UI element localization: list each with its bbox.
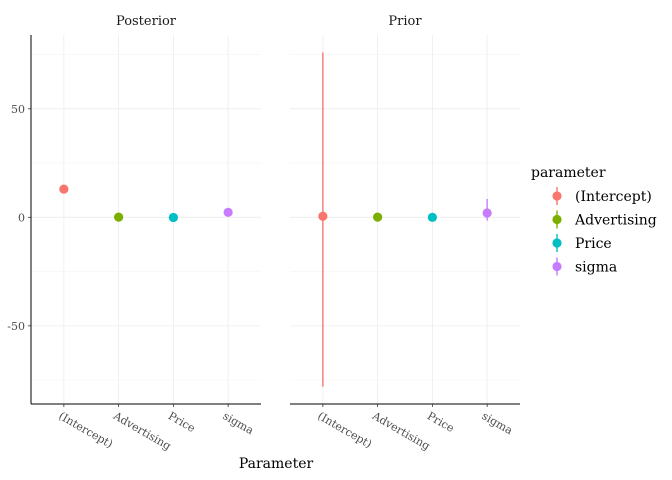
point-estimate <box>427 212 437 222</box>
legend-item: Price <box>552 234 612 252</box>
point-estimate <box>168 212 178 223</box>
point-estimate <box>373 212 383 222</box>
legend-item: (Intercept) <box>552 187 652 205</box>
legend-label: sigma <box>575 260 617 276</box>
legend-label: Price <box>575 236 612 252</box>
facet-panel-posterior: Posterior -50 0 50 (Intercept)AdvertisingPri… <box>7 14 261 453</box>
x-tick-label: Price <box>425 409 456 435</box>
x-tick-label: (Intercept) <box>56 409 115 450</box>
legend-label: (Intercept) <box>575 189 652 205</box>
legend-key-point <box>552 191 562 201</box>
x-tick-label: Advertising <box>110 409 173 453</box>
x-tick-label: sigma <box>480 409 516 437</box>
legend-items: (Intercept) Advertising Price sigma <box>552 187 657 276</box>
x-tick-label: Price <box>166 409 197 435</box>
point-estimate <box>223 207 233 217</box>
legend-key-point <box>552 214 562 225</box>
legend-key-point <box>552 238 562 248</box>
legend-item: Advertising <box>552 210 657 229</box>
x-axis-title: Parameter <box>239 456 314 472</box>
point-estimate <box>482 208 492 218</box>
legend-label: Advertising <box>574 213 657 229</box>
y-tick-label: 0 <box>18 211 25 224</box>
point-estimate <box>318 211 328 221</box>
x-tick-label: (Intercept) <box>315 409 374 450</box>
facet-panels: Posterior-50050(Intercept)AdvertisingPri… <box>7 14 520 453</box>
x-tick-label: Advertising <box>369 409 432 453</box>
point-estimate <box>114 212 124 222</box>
y-tick-label: -50 <box>7 320 25 333</box>
legend-item: sigma <box>552 257 617 276</box>
legend: parameter (Intercept) Advertising Price sig… <box>531 165 657 276</box>
y-tick-label: 50 <box>11 103 25 116</box>
x-tick-label: sigma <box>221 409 257 437</box>
legend-key-point <box>552 261 562 272</box>
facet-strip-label: Prior <box>388 14 422 29</box>
point-estimate <box>59 184 69 194</box>
legend-title: parameter <box>531 165 606 181</box>
facet-strip-label: Posterior <box>116 14 177 29</box>
